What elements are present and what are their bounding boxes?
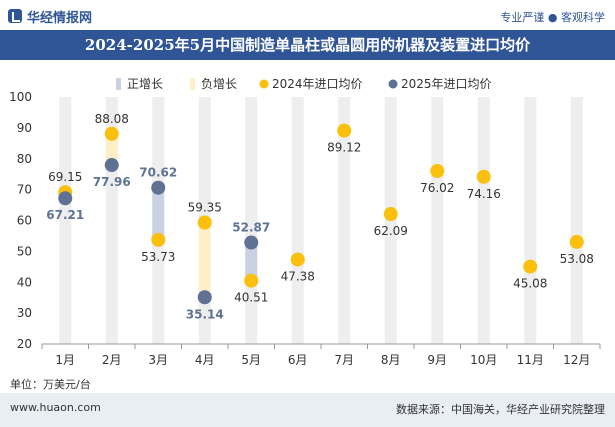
data-label-2025: 67.21 — [46, 208, 84, 222]
y-tick-label: 100 — [9, 90, 32, 104]
point-2025 — [104, 158, 119, 173]
category-column — [477, 97, 490, 344]
x-tick-label: 2月 — [102, 353, 122, 367]
point-2025 — [151, 180, 166, 195]
data-label-2024: 40.51 — [234, 291, 268, 305]
point-2025 — [58, 191, 73, 206]
y-tick-label: 60 — [17, 214, 32, 228]
data-label-2025: 52.87 — [232, 221, 270, 235]
legend-negative-swatch — [190, 78, 195, 90]
point-2024 — [569, 234, 584, 249]
point-2024 — [244, 273, 259, 288]
title-bar: 2024-2025年5月中国制造单晶柱或晶圆用的机器及装置进口均价 — [0, 30, 615, 60]
legend-2024-marker — [259, 79, 269, 89]
x-tick-label: 7月 — [334, 353, 354, 367]
data-points — [58, 123, 584, 305]
positive-change-bar — [245, 242, 258, 281]
legend-2024-label: 2024年进口均价 — [272, 77, 363, 91]
point-2024 — [523, 259, 538, 274]
legend-2025-label: 2025年进口均价 — [401, 77, 492, 91]
point-2024 — [151, 232, 166, 247]
point-2024 — [290, 252, 305, 267]
legend-negative-label: 负增长 — [201, 77, 237, 91]
site-url[interactable]: www.huaon.com — [10, 401, 101, 414]
slogan: 专业严谨 ● 客观科学 — [500, 11, 605, 24]
data-label-2024: 53.08 — [560, 252, 594, 266]
negative-change-bar — [198, 222, 211, 298]
point-2024 — [476, 169, 491, 184]
data-label-2024: 89.12 — [327, 141, 361, 155]
data-label-2024: 69.15 — [48, 170, 82, 184]
change-bars — [59, 133, 258, 298]
point-2025 — [244, 235, 259, 250]
x-tick-label: 1月 — [55, 353, 75, 367]
category-column — [431, 97, 444, 344]
x-tick-label: 4月 — [195, 353, 215, 367]
data-label-2025: 77.96 — [93, 175, 131, 189]
y-tick-label: 30 — [17, 306, 32, 320]
legend-positive-swatch — [116, 78, 121, 90]
data-label-2024: 47.38 — [281, 269, 315, 283]
top-bar: 华经情报网 专业严谨 ● 客观科学 — [0, 0, 615, 34]
negative-change-bar — [105, 133, 118, 166]
x-tick-label: 8月 — [381, 353, 401, 367]
data-label-2024: 53.73 — [141, 250, 175, 264]
x-tick-label: 12月 — [563, 353, 590, 367]
category-column — [59, 97, 72, 344]
data-label-2024: 88.08 — [95, 112, 129, 126]
data-label-2024: 74.16 — [467, 187, 501, 201]
data-label-2025: 35.14 — [186, 307, 224, 321]
footer-bar — [0, 393, 615, 427]
category-column — [338, 97, 351, 344]
data-label-2025: 70.62 — [139, 166, 177, 180]
x-tick-label: 10月 — [470, 353, 497, 367]
y-tick-label: 80 — [17, 152, 32, 166]
chart-title: 2024-2025年5月中国制造单晶柱或晶圆用的机器及装置进口均价 — [84, 36, 531, 54]
point-2024 — [430, 164, 445, 179]
y-axis: 20 30 40 50 60 70 80 90 100 — [9, 90, 32, 351]
x-axis: 1月 2月 3月 4月 5月 6月 7月 8月 9月 10月 11月 12月 — [41, 343, 601, 367]
category-column — [524, 97, 537, 344]
point-2024 — [337, 123, 352, 138]
brand-name: 华经情报网 — [27, 11, 93, 26]
x-tick-label: 3月 — [148, 353, 168, 367]
point-2024 — [383, 207, 398, 222]
y-tick-label: 70 — [17, 183, 32, 197]
legend: 正增长 负增长 2024年进口均价 2025年进口均价 — [116, 77, 492, 91]
point-2025 — [197, 290, 212, 305]
x-tick-label: 9月 — [427, 353, 447, 367]
chart: 正增长 负增长 2024年进口均价 2025年进口均价 20 30 40 50 60 70… — [9, 77, 601, 367]
point-2024 — [197, 215, 212, 230]
legend-2025-marker — [388, 79, 398, 89]
legend-positive-label: 正增长 — [127, 77, 163, 91]
unit-label: 单位：万美元/台 — [10, 378, 91, 391]
data-label-2024: 45.08 — [513, 277, 547, 291]
y-tick-label: 90 — [17, 121, 32, 135]
category-columns — [59, 97, 583, 344]
category-column — [291, 97, 304, 344]
y-tick-label: 40 — [17, 275, 32, 289]
data-label-2024: 59.35 — [188, 201, 222, 215]
data-label-2024: 76.02 — [420, 181, 454, 195]
point-2024 — [104, 126, 119, 141]
data-label-2024: 62.09 — [374, 224, 408, 238]
data-labels: 67.21 69.15 77.96 88.08 70.62 53.73 35.14 59.35… — [46, 112, 594, 321]
category-column — [570, 97, 583, 344]
logo-icon — [8, 9, 22, 23]
y-tick-label: 20 — [17, 337, 32, 351]
x-tick-label: 11月 — [517, 353, 544, 367]
data-source: 数据来源：中国海关，华经产业研究院整理 — [396, 403, 605, 416]
y-tick-label: 50 — [17, 244, 32, 258]
x-tick-label: 6月 — [288, 353, 308, 367]
x-tick-label: 5月 — [241, 353, 261, 367]
positive-change-bar — [152, 187, 165, 240]
